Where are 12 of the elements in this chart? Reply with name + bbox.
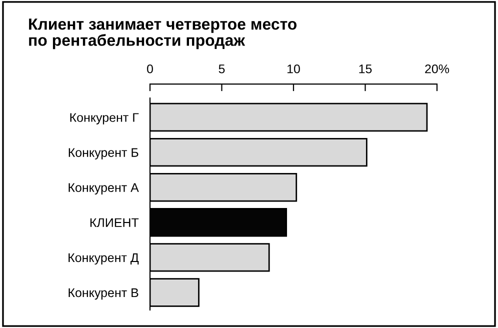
y-tick-label: Конкурент Г — [70, 113, 139, 124]
y-tick-label: Конкурент Д — [68, 253, 139, 265]
x-tick-label: 20% — [425, 64, 450, 74]
x-tick-label: 5 — [218, 64, 225, 74]
y-tick-label: Конкурент В — [68, 288, 138, 300]
y-tick-label: Конкурент А — [68, 183, 139, 194]
chart-title: Клиент занимает четвертое место по рентабельности продаж — [29, 18, 297, 50]
y-tick-label: КЛИЕНТ — [90, 218, 139, 228]
x-tick-label: 10 — [288, 64, 300, 74]
y-tick-label: Конкурент Б — [68, 148, 138, 160]
x-tick-label: 15 — [359, 64, 372, 74]
x-tick-label: 0 — [147, 64, 153, 74]
